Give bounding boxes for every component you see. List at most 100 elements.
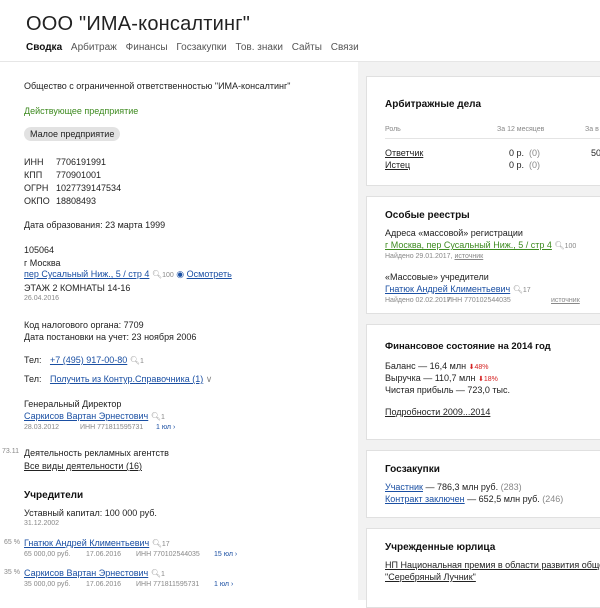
director-date: 28.03.2012 bbox=[24, 424, 60, 431]
mass-address-link[interactable]: г Москва, пер Сусальный Ниж., 5 / стр 4 bbox=[385, 240, 552, 250]
participant-count: (283) bbox=[500, 482, 522, 492]
header: ООО "ИМА-консалтинг" Сводка Арбитраж Фин… bbox=[0, 0, 600, 62]
search-icon[interactable]: 🔍︎ bbox=[554, 241, 565, 250]
financial-title: Финансовое состояние на 2014 год bbox=[385, 341, 551, 352]
address-city: г Москва bbox=[24, 258, 61, 268]
status-text: Действующее предприятие bbox=[24, 106, 139, 116]
mass-founder-link[interactable]: Гнатюк Андрей Климентьевич bbox=[385, 284, 511, 294]
founder-inn: ИНН 771811595731 bbox=[136, 581, 200, 588]
divider bbox=[385, 138, 600, 139]
search-icon[interactable]: 🔍︎ bbox=[150, 569, 161, 578]
founder-count: 1 bbox=[160, 571, 165, 578]
kpp-value: 770901001 bbox=[56, 170, 102, 180]
founder-row: Саркисов Вартан Эрнестович 🔍︎1 bbox=[24, 568, 165, 578]
arrow-down-icon: ⬇ bbox=[468, 364, 475, 371]
view-on-map-link[interactable]: Осмотреть bbox=[186, 269, 232, 279]
mass-address-label: Адреса «массовой» регистрации bbox=[385, 228, 523, 238]
capital-text: Уставный капитал: 100 000 руб. bbox=[24, 508, 157, 518]
tax-code: Код налогового органа: 7709 bbox=[24, 320, 144, 330]
full-name: Общество с ограниченной ответственностью… bbox=[24, 81, 291, 91]
source-link[interactable]: источник bbox=[551, 297, 580, 304]
tab-svodka[interactable]: Сводка bbox=[26, 42, 63, 53]
founder-pct: 65 % bbox=[4, 539, 20, 546]
founder-date: 17.06.2016 bbox=[86, 551, 122, 558]
activity-text: Деятельность рекламных агентств bbox=[24, 448, 169, 458]
contract-link[interactable]: Контракт заключен bbox=[385, 494, 465, 504]
balance-text: Баланс — 16,4 млн bbox=[385, 361, 467, 371]
entity-link[interactable]: НП Национальная премия в области развити… bbox=[385, 560, 600, 570]
contract-value: — 652,5 млн руб. bbox=[467, 494, 540, 504]
col-role: Роль bbox=[385, 126, 401, 133]
address-street-link[interactable]: пер Сусальный Ниж., 5 / стр 4 bbox=[24, 269, 150, 279]
director-row: Саркисов Вартан Эрнестович 🔍︎1 bbox=[24, 411, 165, 421]
founder-ul-link[interactable]: 1 юл › bbox=[214, 581, 234, 588]
tax-date: Дата постановки на учет: 23 ноября 2006 bbox=[24, 332, 197, 342]
tab-finansy[interactable]: Финансы bbox=[125, 42, 168, 53]
okpo-label: ОКПО bbox=[24, 196, 50, 206]
defendant-link[interactable]: Ответчик bbox=[385, 148, 424, 158]
phone-row: Тел: +7 (495) 917-00-80 🔍︎1 bbox=[24, 355, 144, 365]
search-icon[interactable]: 🔍︎ bbox=[150, 412, 161, 421]
phone-count: 1 bbox=[139, 358, 144, 365]
ogrn-label: ОГРН bbox=[24, 183, 49, 193]
financial-details-link[interactable]: Подробности 2009...2014 bbox=[385, 407, 491, 417]
address-line: пер Сусальный Ниж., 5 / стр 4 🔍︎100 ◉ Ос… bbox=[24, 269, 232, 280]
search-icon[interactable]: 🔍︎ bbox=[151, 270, 163, 279]
founder-row: Гнатюк Андрей Климентьевич 🔍︎17 bbox=[24, 538, 170, 548]
tab-saity[interactable]: Сайты bbox=[291, 42, 322, 53]
right-panel: Арбитражные дела Роль За 12 месяцев За в… bbox=[358, 62, 600, 608]
participant-value: — 786,3 млн руб. bbox=[425, 482, 499, 492]
founded-entities-card: Учрежденные юрлица НП Национальная преми… bbox=[366, 528, 600, 608]
source-link[interactable]: источник bbox=[454, 253, 484, 260]
revenue-row: Выручка — 110,7 млн ⬇18% bbox=[385, 373, 498, 383]
financial-card: Финансовое состояние на 2014 год Баланс … bbox=[366, 324, 600, 440]
revenue-change: 18% bbox=[483, 376, 498, 383]
ogrn-value: 1027739147534 bbox=[56, 183, 122, 193]
tab-arbitrazh[interactable]: Арбитраж bbox=[70, 42, 117, 53]
founder-name-link[interactable]: Саркисов Вартан Эрнестович bbox=[24, 568, 149, 578]
founders-title: Учредители bbox=[24, 490, 84, 501]
status-badge: Малое предприятие bbox=[24, 127, 121, 141]
tab-goszakupki[interactable]: Госзакупки bbox=[176, 42, 227, 53]
chevron-down-icon[interactable]: ∨ bbox=[205, 374, 213, 384]
tab-tov-znaki[interactable]: Тов. знаки bbox=[235, 42, 283, 53]
activity-code: 73.11 bbox=[2, 448, 19, 455]
contour-directory-link[interactable]: Получить из Контур.Справочника (1) bbox=[49, 374, 204, 384]
tab-svyazi[interactable]: Связи bbox=[330, 42, 359, 53]
col-all-time: За в bbox=[585, 126, 599, 133]
plaintiff-link[interactable]: Истец bbox=[385, 160, 411, 170]
founder-pct: 35 % bbox=[4, 569, 20, 576]
director-name-link[interactable]: Саркисов Вартан Эрнестович bbox=[24, 411, 149, 421]
mass-address-found: Найдено 29.01.2017, источник bbox=[385, 253, 484, 260]
founder-inn: ИНН 770102544035 bbox=[136, 551, 200, 558]
phone-link[interactable]: +7 (495) 917-00-80 bbox=[49, 355, 128, 365]
mass-founder-row: Гнатюк Андрей Климентьевич 🔍︎17 bbox=[385, 284, 531, 294]
director-ul-link[interactable]: 1 юл › bbox=[156, 424, 176, 431]
mass-founder-found: Найдено 02.02.2017 bbox=[385, 297, 451, 304]
tab-bar: Сводка Арбитраж Финансы Госзакупки Тов. … bbox=[26, 42, 365, 53]
search-icon[interactable]: 🔍︎ bbox=[129, 356, 140, 365]
mass-address-row: г Москва, пер Сусальный Ниж., 5 / стр 4 … bbox=[385, 240, 576, 250]
search-icon[interactable]: 🔍︎ bbox=[151, 539, 162, 548]
founder-ul-link[interactable]: 15 юл › bbox=[214, 551, 238, 558]
defendant-all: 50 bbox=[591, 148, 600, 158]
mass-address-count: 100 bbox=[564, 243, 577, 250]
procurement-card: Госзакупки Участник — 786,3 млн руб. (28… bbox=[366, 450, 600, 518]
participant-link[interactable]: Участник bbox=[385, 482, 423, 492]
inn-value: 7706191991 bbox=[56, 157, 107, 167]
founder-name-link[interactable]: Гнатюк Андрей Климентьевич bbox=[24, 538, 150, 548]
inn-label: ИНН bbox=[24, 157, 44, 167]
address-date: 26.04.2016 bbox=[24, 295, 60, 302]
search-icon[interactable]: 🔍︎ bbox=[512, 285, 523, 294]
okpo-value: 18808493 bbox=[56, 196, 97, 206]
profit-text: Чистая прибыль — 723,0 тыс. bbox=[385, 385, 511, 395]
col-12-months: За 12 месяцев bbox=[497, 126, 545, 133]
special-registries-card: Особые реестры Адреса «массовой» регистр… bbox=[366, 196, 600, 314]
director-inn: ИНН 771811595731 bbox=[80, 424, 144, 431]
mass-founder-inn: ИНН 770102544035 bbox=[447, 297, 511, 304]
entity-link-continued[interactable]: "Серебряный Лучник" bbox=[385, 572, 476, 582]
phone2-row: Тел: Получить из Контур.Справочника (1) … bbox=[24, 374, 212, 385]
map-pin-icon[interactable]: ◉ bbox=[176, 269, 185, 279]
all-activities-link[interactable]: Все виды деятельности (16) bbox=[24, 461, 142, 471]
founded-entities-title: Учрежденные юрлица bbox=[385, 542, 496, 553]
